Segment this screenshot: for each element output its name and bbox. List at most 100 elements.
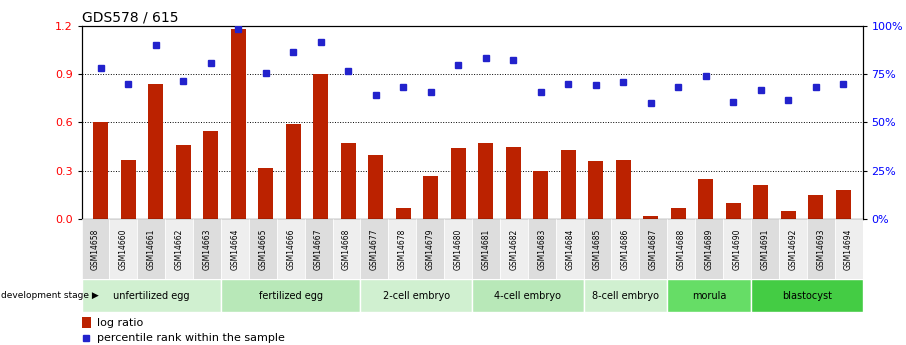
Text: GSM14683: GSM14683: [537, 229, 546, 270]
Bar: [500, 219, 528, 279]
Bar: [304, 219, 333, 279]
Text: log ratio: log ratio: [97, 318, 143, 328]
Bar: [221, 279, 361, 312]
Text: GSM14692: GSM14692: [788, 229, 797, 270]
Text: morula: morula: [692, 291, 727, 301]
Bar: [835, 190, 851, 219]
Bar: [82, 219, 110, 279]
Bar: [616, 159, 631, 219]
Bar: [258, 168, 274, 219]
Bar: [561, 150, 576, 219]
Bar: [277, 219, 304, 279]
Text: GSM14694: GSM14694: [844, 228, 853, 270]
Text: GDS578 / 615: GDS578 / 615: [82, 11, 178, 25]
Text: GSM14668: GSM14668: [342, 229, 351, 270]
Bar: [110, 219, 138, 279]
Text: 4-cell embryo: 4-cell embryo: [495, 291, 562, 301]
Bar: [834, 219, 863, 279]
Bar: [416, 219, 444, 279]
Text: GSM14679: GSM14679: [426, 228, 435, 270]
Bar: [588, 161, 603, 219]
Bar: [640, 219, 667, 279]
Text: percentile rank within the sample: percentile rank within the sample: [97, 333, 284, 343]
Bar: [193, 219, 221, 279]
Text: 8-cell embryo: 8-cell embryo: [592, 291, 659, 301]
Bar: [555, 219, 583, 279]
Bar: [165, 219, 193, 279]
Bar: [506, 147, 521, 219]
Text: GSM14677: GSM14677: [370, 228, 379, 270]
Bar: [423, 176, 439, 219]
Text: GSM14660: GSM14660: [119, 228, 128, 270]
Bar: [643, 216, 659, 219]
Text: fertilized egg: fertilized egg: [259, 291, 323, 301]
Bar: [82, 317, 91, 328]
Bar: [450, 148, 466, 219]
Bar: [149, 84, 163, 219]
Bar: [221, 219, 249, 279]
Bar: [361, 219, 389, 279]
Bar: [203, 130, 218, 219]
Bar: [82, 279, 221, 312]
Bar: [361, 279, 472, 312]
Text: development stage ▶: development stage ▶: [1, 291, 99, 300]
Bar: [231, 29, 246, 219]
Text: GSM14665: GSM14665: [258, 228, 267, 270]
Bar: [670, 208, 686, 219]
Bar: [176, 145, 191, 219]
Text: GSM14688: GSM14688: [677, 229, 686, 270]
Text: GSM14662: GSM14662: [175, 229, 184, 270]
Text: GSM14680: GSM14680: [454, 229, 463, 270]
Bar: [699, 179, 713, 219]
Bar: [583, 279, 667, 312]
Bar: [806, 219, 834, 279]
Bar: [751, 219, 779, 279]
Text: GSM14689: GSM14689: [705, 229, 714, 270]
Text: unfertilized egg: unfertilized egg: [113, 291, 189, 301]
Bar: [249, 219, 277, 279]
Bar: [779, 219, 806, 279]
Bar: [478, 144, 494, 219]
Bar: [528, 219, 555, 279]
Text: GSM14678: GSM14678: [398, 229, 407, 270]
Bar: [333, 219, 361, 279]
Bar: [583, 219, 612, 279]
Bar: [612, 219, 640, 279]
Bar: [472, 279, 583, 312]
Bar: [396, 208, 410, 219]
Bar: [472, 219, 500, 279]
Text: GSM14687: GSM14687: [649, 229, 658, 270]
Bar: [285, 124, 301, 219]
Text: GSM14664: GSM14664: [230, 228, 239, 270]
Bar: [808, 195, 824, 219]
Bar: [751, 279, 863, 312]
Bar: [667, 219, 695, 279]
Bar: [120, 159, 136, 219]
Text: GSM14661: GSM14661: [147, 229, 156, 270]
Text: GSM14693: GSM14693: [816, 228, 825, 270]
Text: GSM14690: GSM14690: [732, 228, 741, 270]
Bar: [444, 219, 472, 279]
Text: GSM14691: GSM14691: [760, 229, 769, 270]
Text: GSM14667: GSM14667: [314, 228, 323, 270]
Bar: [723, 219, 751, 279]
Text: GSM14686: GSM14686: [621, 229, 630, 270]
Bar: [313, 74, 328, 219]
Text: GSM14682: GSM14682: [509, 229, 518, 270]
Bar: [389, 219, 416, 279]
Bar: [753, 185, 768, 219]
Text: GSM14666: GSM14666: [286, 228, 295, 270]
Bar: [368, 155, 383, 219]
Bar: [695, 219, 723, 279]
Text: GSM14684: GSM14684: [565, 229, 574, 270]
Bar: [534, 171, 548, 219]
Text: GSM14663: GSM14663: [203, 228, 212, 270]
Bar: [667, 279, 751, 312]
Bar: [726, 203, 741, 219]
Text: 2-cell embryo: 2-cell embryo: [382, 291, 449, 301]
Text: blastocyst: blastocyst: [782, 291, 832, 301]
Text: GSM14658: GSM14658: [91, 229, 100, 270]
Text: GSM14681: GSM14681: [481, 229, 490, 270]
Bar: [781, 211, 795, 219]
Text: GSM14685: GSM14685: [593, 229, 602, 270]
